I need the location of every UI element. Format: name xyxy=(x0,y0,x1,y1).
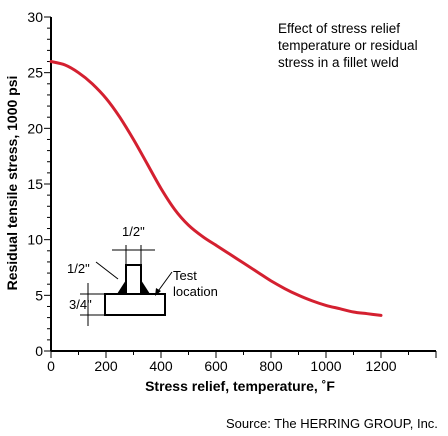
y-tick-label: 0 xyxy=(35,343,43,359)
stress-relief-chart: 0 5 10 15 20 25 30 0 200 400 600 800 1000 1200 Stress… xyxy=(4,9,437,394)
fillet-left xyxy=(117,280,126,294)
source-credit: Source: The HERRING GROUP, Inc. xyxy=(226,416,438,431)
dim-top-label: 1/2" xyxy=(122,224,145,239)
annotation-line-2: temperature or residual xyxy=(278,38,418,53)
weld-base-plate xyxy=(104,293,166,316)
y-tick-label: 10 xyxy=(27,232,43,248)
dim-left-leader xyxy=(95,261,119,280)
series-line xyxy=(49,60,383,317)
y-tick-label: 20 xyxy=(27,120,43,136)
x-axis-title: Stress relief, temperature, ˚F xyxy=(145,378,335,394)
x-tick-label: 0 xyxy=(47,358,55,374)
weld-web-plate xyxy=(125,264,142,295)
y-tick-label: 25 xyxy=(27,65,43,81)
annotation-text: Effect of stress relief temperature or r… xyxy=(278,21,418,70)
x-tick-label: 600 xyxy=(204,358,228,374)
dim-left-label: 1/2" xyxy=(67,261,90,276)
annotation-line-3: stress in a fillet weld xyxy=(278,55,399,70)
annotation-line-1: Effect of stress relief xyxy=(278,21,400,36)
dim-bottom-label: 3/4" xyxy=(69,297,92,312)
x-tick-label: 400 xyxy=(149,358,173,374)
x-tick-label: 800 xyxy=(259,358,283,374)
y-tick-label: 30 xyxy=(27,9,43,25)
axis-ticks: 0 5 10 15 20 25 30 0 200 400 600 800 1000 1200 xyxy=(27,9,437,374)
test-location-label-2: location xyxy=(173,284,218,299)
x-tick-label: 200 xyxy=(94,358,118,374)
y-axis-title: Residual tensile stress, 1000 psi xyxy=(4,76,20,291)
y-tick-label: 15 xyxy=(27,176,43,192)
x-tick-label: 1200 xyxy=(365,358,396,374)
series-layer xyxy=(49,60,383,317)
test-location-arrowhead xyxy=(155,288,161,296)
test-location-label-1: Test xyxy=(173,268,197,283)
fillet-weld-diagram: 1/2" 1/2" 3/4" Test location xyxy=(67,224,218,326)
y-tick-label: 5 xyxy=(35,287,43,303)
fillet-right xyxy=(141,280,150,294)
x-tick-label: 1000 xyxy=(310,358,341,374)
